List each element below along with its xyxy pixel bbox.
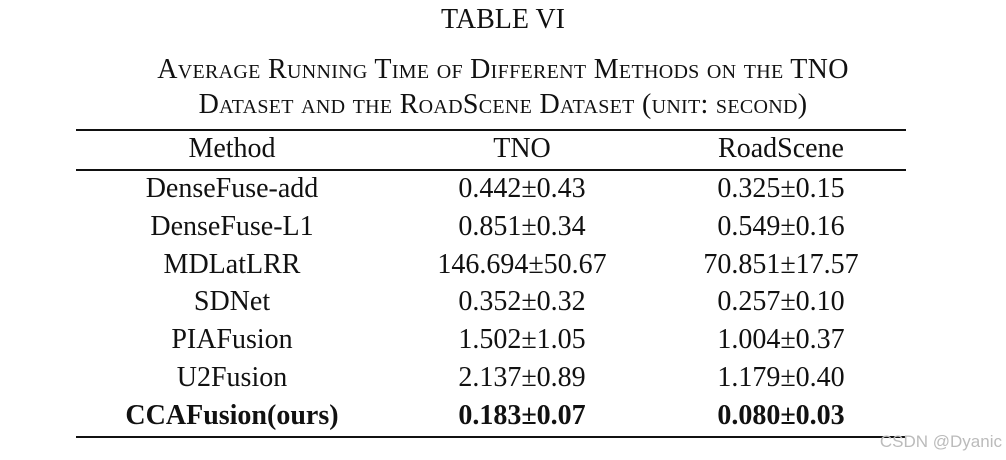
table-cell: 0.183±0.07 [458, 399, 586, 431]
table-cell: 0.257±0.10 [717, 286, 845, 318]
table-cell: 0.325±0.15 [717, 173, 845, 204]
table-cell: SDNet [193, 286, 271, 318]
table-cell: 1.179±0.40 [717, 362, 845, 393]
table-cell: CCAFusion(ours) [125, 399, 339, 431]
caption-line: Dataset and the RoadScene Dataset (unit:… [198, 89, 808, 120]
caption-line: Average Running Time of Different Method… [157, 54, 849, 85]
table-cell: DenseFuse-add [145, 173, 319, 204]
table-cell: 0.442±0.43 [458, 173, 586, 204]
table-cell: 0.352±0.32 [458, 286, 586, 318]
table-cell: 146.694±50.67 [437, 248, 607, 280]
header-cell: Method [188, 133, 276, 164]
table-cell: 70.851±17.57 [703, 248, 859, 280]
table-cell: 0.080±0.03 [717, 399, 845, 431]
header-cell: TNO [493, 133, 551, 164]
table-cell: DenseFuse-L1 [150, 210, 314, 242]
header-cell: RoadScene [718, 133, 844, 164]
table-cell: 0.549±0.16 [717, 210, 845, 242]
bottom-rule [76, 436, 906, 438]
table-cell: U2Fusion [176, 362, 288, 393]
table-cell: 1.502±1.05 [458, 324, 586, 356]
table-cell: 0.851±0.34 [458, 210, 586, 242]
table-cell: 2.137±0.89 [458, 362, 586, 393]
table-title: TABLE VI [440, 4, 565, 35]
table-cell: PIAFusion [171, 324, 293, 356]
table-cell: MDLatLRR [163, 248, 301, 280]
watermark: CSDN @Dyanic [879, 432, 1002, 451]
header-rule [76, 169, 906, 171]
table-cell: 1.004±0.37 [717, 324, 845, 356]
top-rule [76, 129, 906, 131]
